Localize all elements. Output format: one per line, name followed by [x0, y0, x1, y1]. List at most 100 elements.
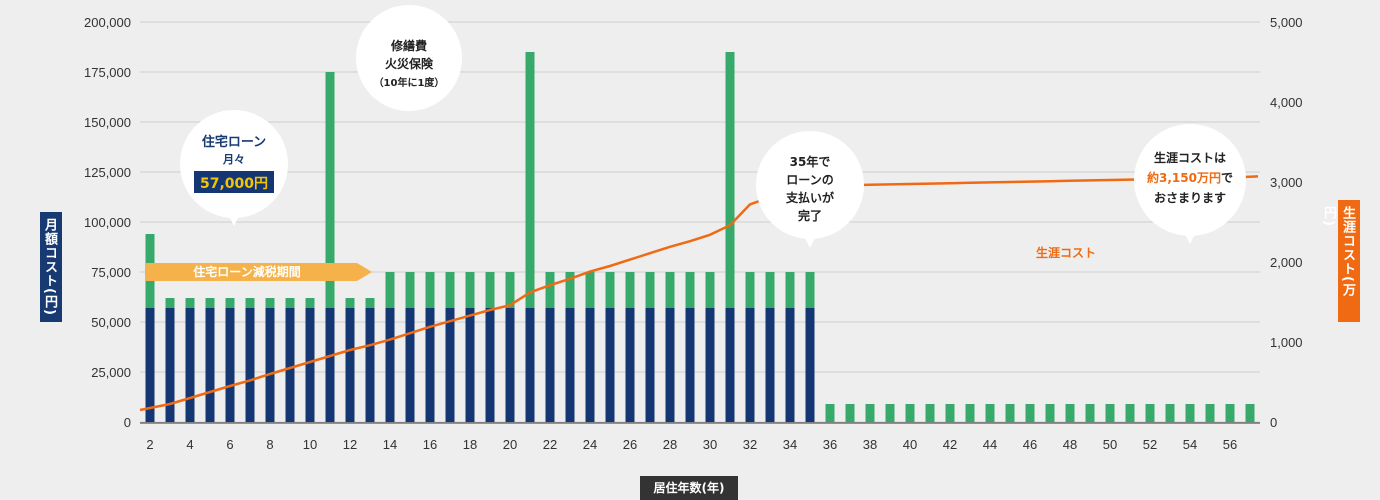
- bar-other-cost: [1205, 404, 1215, 422]
- loan-bubble: 住宅ローン 月々 57,000円: [180, 110, 288, 226]
- axis-ticks: 025,00050,00075,000100,000125,000150,000…: [84, 15, 1303, 452]
- x-tick-label: 24: [583, 437, 597, 452]
- lifetime-amount-suffix: で: [1221, 171, 1233, 185]
- bar-other-cost: [905, 404, 915, 422]
- x-tick-label: 16: [423, 437, 437, 452]
- bar-other-cost: [445, 272, 455, 308]
- y-axis-left-label: 月額コスト(円): [40, 212, 62, 322]
- x-tick-label: 56: [1223, 437, 1237, 452]
- x-tick-label: 40: [903, 437, 917, 452]
- bar-other-cost: [1145, 404, 1155, 422]
- tax-period-arrow: [145, 263, 372, 281]
- tax-period-label: 住宅ローン減税期間: [193, 264, 300, 279]
- bar-other-cost: [265, 298, 275, 308]
- bar-loan: [765, 308, 775, 422]
- x-tick-label: 50: [1103, 437, 1117, 452]
- bar-loan: [385, 308, 395, 422]
- repair-bubble-line1: 修繕費: [390, 38, 427, 53]
- x-tick-label: 30: [703, 437, 717, 452]
- bar-loan: [225, 308, 235, 422]
- lifetime-bubble-line2: 約3,150万円で: [1147, 170, 1233, 185]
- bar-loan: [705, 308, 715, 422]
- y-right-tick-label: 5,000: [1270, 15, 1303, 30]
- y-right-tick-label: 4,000: [1270, 95, 1303, 110]
- y-left-tick-label: 50,000: [91, 315, 131, 330]
- lifetime-cost-line-label: 生涯コスト: [1036, 245, 1096, 260]
- bar-loan: [665, 308, 675, 422]
- bar-other-cost: [985, 404, 995, 422]
- bar-other-cost: [1065, 404, 1075, 422]
- x-tick-label: 42: [943, 437, 957, 452]
- bar-other-cost: [785, 272, 795, 308]
- y-right-tick-label: 1,000: [1270, 335, 1303, 350]
- bar-other-cost: [245, 298, 255, 308]
- bar-other-cost: [365, 298, 375, 308]
- lifetime-cost-line: [139, 175, 1259, 412]
- x-axis-label: 居住年数(年): [640, 476, 738, 500]
- bar-loan: [505, 308, 515, 422]
- lifetime-bubble-line3: おさまります: [1154, 191, 1226, 205]
- y-left-tick-label: 125,000: [84, 165, 131, 180]
- y-left-tick-label: 75,000: [91, 265, 131, 280]
- repair-bubble-line2: 火災保険: [385, 56, 434, 71]
- x-tick-label: 14: [383, 437, 397, 452]
- bar-loan: [745, 308, 755, 422]
- x-tick-label: 28: [663, 437, 677, 452]
- bar-other-cost: [1045, 404, 1055, 422]
- bar-other-cost: [645, 272, 655, 308]
- bar-other-cost: [705, 272, 715, 308]
- bar-other-cost: [165, 298, 175, 308]
- bar-other-cost: [945, 404, 955, 422]
- bar-loan: [325, 308, 335, 422]
- x-tick-label: 54: [1183, 437, 1197, 452]
- x-tick-label: 44: [983, 437, 997, 452]
- bar-other-cost: [1025, 404, 1035, 422]
- repair-bubble-line3: （10年に1度）: [374, 76, 445, 89]
- bar-other-cost: [1005, 404, 1015, 422]
- loan-bubble-line2: 月々: [222, 153, 245, 166]
- y-left-tick-label: 25,000: [91, 365, 131, 380]
- y-left-tick-label: 100,000: [84, 215, 131, 230]
- loan-bubble-line1: 住宅ローン: [202, 134, 266, 150]
- y-right-tick-label: 0: [1270, 415, 1277, 430]
- bar-loan: [145, 308, 155, 422]
- y-left-tick-label: 0: [124, 415, 131, 430]
- bar-loan: [305, 308, 315, 422]
- bar-loan: [685, 308, 695, 422]
- bar-other-cost: [385, 272, 395, 308]
- y-left-tick-label: 200,000: [84, 15, 131, 30]
- bar-other-cost: [545, 272, 555, 308]
- bar-other-cost: [1225, 404, 1235, 422]
- bar-other-cost: [1085, 404, 1095, 422]
- x-tick-label: 46: [1023, 437, 1037, 452]
- x-tick-label: 10: [303, 437, 317, 452]
- bar-other-cost: [885, 404, 895, 422]
- bar-loan: [365, 308, 375, 422]
- bar-other-cost: [205, 298, 215, 308]
- bar-other-cost: [1245, 404, 1255, 422]
- bar-other-cost: [865, 404, 875, 422]
- y-left-tick-label: 175,000: [84, 65, 131, 80]
- bar-other-cost: [665, 272, 675, 308]
- bar-other-cost: [1185, 404, 1195, 422]
- bar-other-cost: [305, 298, 315, 308]
- bar-other-cost: [525, 52, 535, 308]
- lifetime-cost-polyline: [139, 175, 1259, 412]
- x-tick-label: 48: [1063, 437, 1077, 452]
- bar-loan: [245, 308, 255, 422]
- y-right-tick-label: 3,000: [1270, 175, 1303, 190]
- bar-other-cost: [805, 272, 815, 308]
- bar-other-cost: [925, 404, 935, 422]
- loan-bubble-amount: 57,000円: [200, 176, 268, 192]
- bar-other-cost: [465, 272, 475, 308]
- bar-other-cost: [845, 404, 855, 422]
- bar-loan: [485, 308, 495, 422]
- x-tick-label: 52: [1143, 437, 1157, 452]
- bar-other-cost: [285, 298, 295, 308]
- x-tick-label: 36: [823, 437, 837, 452]
- lifetime-bubble: 生涯コストは 約3,150万円で おさまります: [1134, 124, 1246, 244]
- bar-loan: [405, 308, 415, 422]
- x-tick-label: 32: [743, 437, 757, 452]
